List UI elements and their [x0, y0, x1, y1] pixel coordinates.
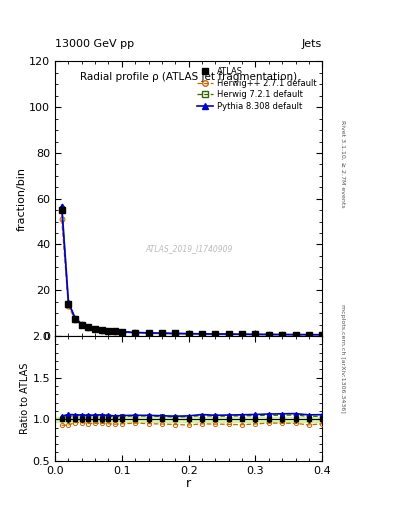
Bar	[55, 417, 322, 422]
Y-axis label: fraction/bin: fraction/bin	[16, 167, 26, 231]
Legend: ATLAS, Herwig++ 2.7.1 default, Herwig 7.2.1 default, Pythia 8.308 default: ATLAS, Herwig++ 2.7.1 default, Herwig 7.…	[193, 64, 320, 114]
Text: 13000 GeV pp: 13000 GeV pp	[55, 38, 134, 49]
Text: Jets: Jets	[302, 38, 322, 49]
Text: ATLAS_2019_I1740909: ATLAS_2019_I1740909	[145, 244, 232, 252]
X-axis label: r: r	[186, 477, 191, 490]
Text: Radial profile ρ (ATLAS jet fragmentation): Radial profile ρ (ATLAS jet fragmentatio…	[80, 72, 297, 82]
Text: mcplots.cern.ch [arXiv:1306.3436]: mcplots.cern.ch [arXiv:1306.3436]	[340, 304, 345, 413]
Text: Rivet 3.1.10, ≥ 2.7M events: Rivet 3.1.10, ≥ 2.7M events	[340, 120, 345, 208]
Y-axis label: Ratio to ATLAS: Ratio to ATLAS	[20, 362, 29, 434]
